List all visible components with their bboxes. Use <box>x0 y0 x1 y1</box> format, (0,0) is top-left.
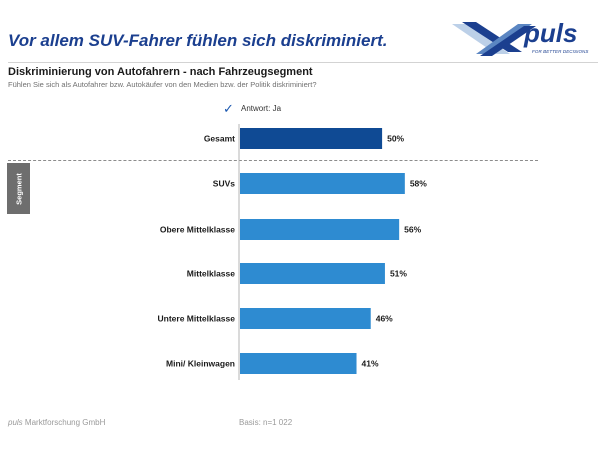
bar-4 <box>240 308 371 329</box>
legend-label: Antwort: Ja <box>241 104 282 113</box>
category-label: Mini/ Kleinwagen <box>166 359 235 369</box>
logo-wordmark: puls <box>524 18 578 48</box>
group-divider <box>8 160 538 161</box>
header-rule <box>8 62 598 63</box>
value-label: 51% <box>390 269 407 279</box>
footer-company-brand: puls <box>8 418 23 427</box>
footer-basis: Basis: n=1 022 <box>239 418 293 427</box>
bar-2 <box>240 219 400 240</box>
value-label: 50% <box>387 134 404 144</box>
logo-tagline: FOR BETTER DECISIONS <box>532 49 589 54</box>
category-label: Untere Mittelklasse <box>158 314 236 324</box>
bar-1 <box>240 173 405 194</box>
value-label: 41% <box>362 359 379 369</box>
check-icon: ✓ <box>223 101 234 116</box>
footer-company: puls Marktforschung GmbH <box>8 418 105 427</box>
category-label: SUVs <box>213 179 235 189</box>
chart-subtitle: Fühlen Sie sich als Autofahrer bzw. Auto… <box>8 80 317 89</box>
bar-5 <box>240 353 357 374</box>
footer-company-suffix: Marktforschung GmbH <box>22 418 106 427</box>
logo-x-mark <box>452 22 536 56</box>
value-label: 58% <box>410 179 427 189</box>
category-label: Mittelklasse <box>187 269 235 279</box>
segment-group-tab: Segment <box>7 163 30 214</box>
category-label: Gesamt <box>204 134 235 144</box>
chart-title: Diskriminierung von Autofahrern - nach F… <box>8 66 313 78</box>
puls-logo: puls FOR BETTER DECISIONS <box>452 18 594 64</box>
value-label: 56% <box>404 225 421 235</box>
bar-3 <box>240 263 385 284</box>
value-label: 46% <box>376 314 393 324</box>
page-headline: Vor allem SUV-Fahrer fühlen sich diskrim… <box>8 31 388 50</box>
bar-0 <box>240 128 383 149</box>
category-label: Obere Mittelklasse <box>160 225 235 235</box>
